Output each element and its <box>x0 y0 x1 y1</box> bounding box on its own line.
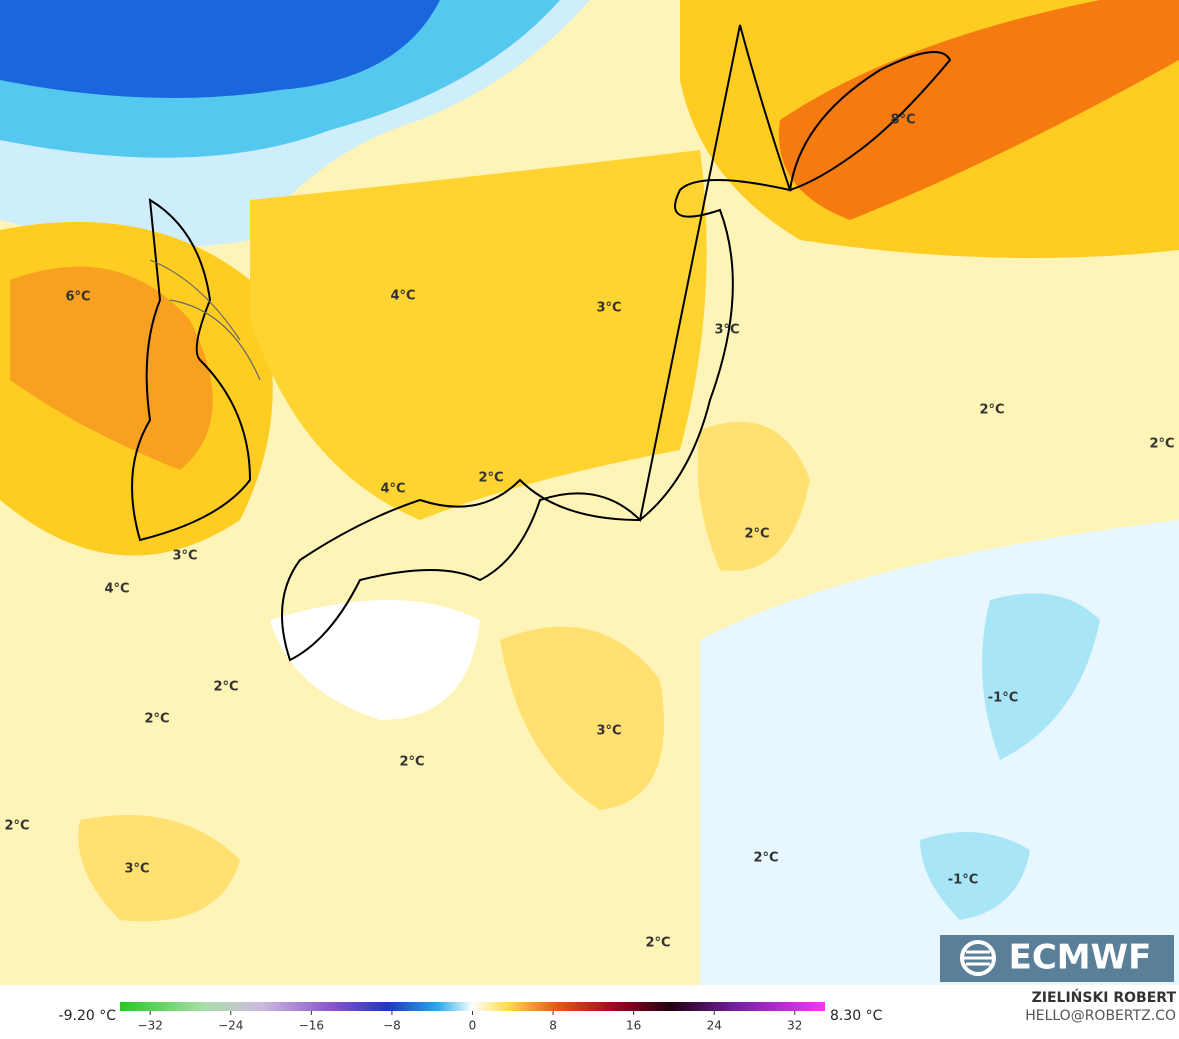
contour-label: 3°C <box>172 549 197 564</box>
colorbar-min: -9.20 °C <box>59 1008 117 1024</box>
logo-text: ECMWF <box>1009 938 1152 978</box>
ecmwf-logo: ECMWF <box>940 935 1174 982</box>
contour-label: -1°C <box>988 691 1018 706</box>
contour-label: 2°C <box>478 471 503 486</box>
colorbar-tick-label: −24 <box>218 1019 243 1033</box>
author: ZIELIŃSKI ROBERT <box>1032 988 1177 1006</box>
email: HELLO@ROBERTZ.CO <box>1025 1008 1176 1024</box>
contour-label: 3°C <box>714 323 739 338</box>
contour-label: 4°C <box>380 482 405 497</box>
colorbar-tick-label: −32 <box>138 1019 163 1033</box>
colorbar-max: 8.30 °C <box>830 1008 883 1024</box>
colorbar-tick-label: 24 <box>707 1019 722 1033</box>
colorbar-tick-label: −8 <box>383 1019 401 1033</box>
colorbar-tick-label: 16 <box>626 1019 641 1033</box>
contour-label: 2°C <box>744 527 769 542</box>
contour-label: 2°C <box>213 680 238 695</box>
contour-label: 2°C <box>399 755 424 770</box>
contour-labels: 8°C 6°C 4°C 3°C 3°C 2°C 2°C 2°C 4°C 2°C 3°C 4°C 2°C 2… <box>4 113 1174 951</box>
contour-label: 2°C <box>144 712 169 727</box>
contour-label: 8°C <box>890 113 915 128</box>
contour-label: 3°C <box>596 301 621 316</box>
contour-label: 4°C <box>390 289 415 304</box>
colorbar-ticks: −32 −24 −16 −8 0 8 16 24 32 <box>138 1011 802 1033</box>
colorbar <box>120 1002 825 1011</box>
colorbar-tick-label: 32 <box>787 1019 802 1033</box>
colorbar-tick-label: −16 <box>299 1019 324 1033</box>
contour-label: 2°C <box>1149 437 1174 452</box>
colorbar-tick-label: 8 <box>549 1019 557 1033</box>
contour-label: 6°C <box>65 290 90 305</box>
contour-label: 4°C <box>104 582 129 597</box>
contour-label: 2°C <box>979 403 1004 418</box>
contour-label: 2°C <box>753 851 778 866</box>
contour-label: 2°C <box>4 819 29 834</box>
contour-label: 3°C <box>596 724 621 739</box>
map-field <box>0 0 1179 985</box>
contour-label: 2°C <box>645 936 670 951</box>
contour-label: 3°C <box>124 862 149 877</box>
contour-label: -1°C <box>948 873 978 888</box>
colorbar-tick-label: 0 <box>469 1019 477 1033</box>
